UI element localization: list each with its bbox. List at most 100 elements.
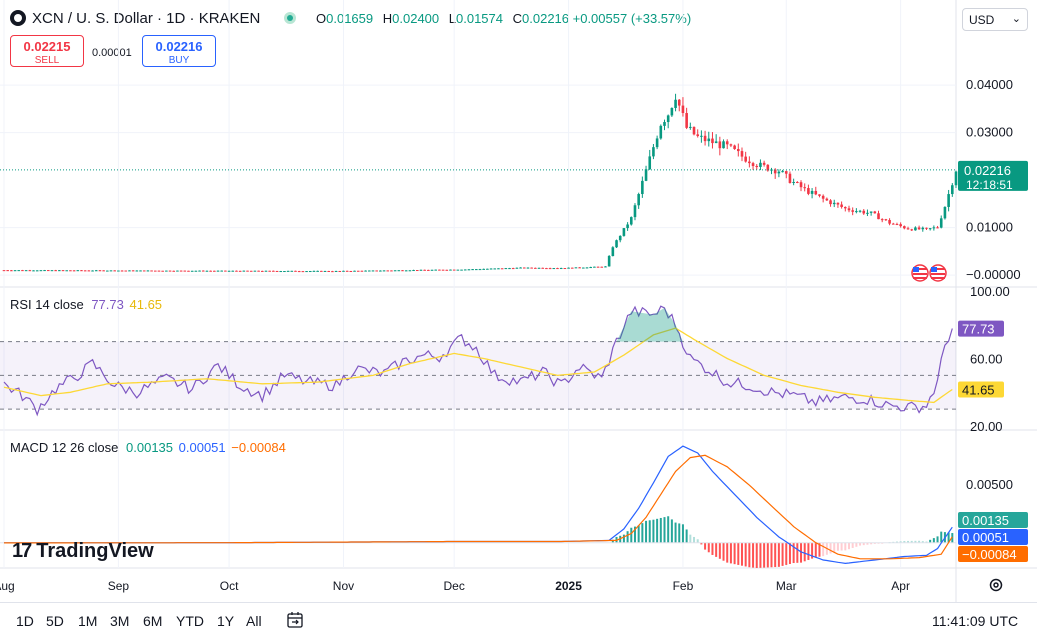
candle <box>46 269 50 272</box>
range-3m-button[interactable]: 3M <box>110 613 130 629</box>
rsi-value: 77.73 <box>91 297 124 312</box>
candle <box>548 267 552 270</box>
candle <box>903 225 906 230</box>
candle <box>766 164 770 172</box>
candle <box>194 270 198 272</box>
rsi-overbought-fill <box>616 307 683 342</box>
candle <box>91 270 94 272</box>
sell-label: SELL <box>34 55 60 66</box>
range-ytd-button[interactable]: YTD <box>176 613 204 629</box>
candle <box>736 143 740 157</box>
range-all-button[interactable]: All <box>246 613 262 629</box>
candle <box>703 130 707 146</box>
candle <box>910 228 914 232</box>
candle <box>401 270 404 272</box>
macd-legend[interactable]: MACD 12 26 close 0.00135 0.00051 −0.0008… <box>10 440 286 455</box>
candle <box>530 267 533 269</box>
candle <box>438 269 441 271</box>
candle <box>659 124 663 140</box>
macd-histogram-bar <box>700 542 703 545</box>
candle <box>511 267 515 270</box>
candle <box>685 107 688 130</box>
candle <box>430 269 434 271</box>
candle <box>773 168 777 179</box>
symbol-logo-icon <box>10 10 26 26</box>
macd-histogram-bar <box>803 542 806 562</box>
macd-histogram-bar <box>663 517 666 543</box>
candle <box>353 270 356 272</box>
macd-histogram-bar <box>689 534 692 543</box>
candle <box>183 270 187 272</box>
bottom-toolbar: 1D 5D 1M 3M 6M YTD 1Y All 11:41:09 UTC <box>0 602 1037 639</box>
calendar-range-icon[interactable] <box>286 611 304 629</box>
candle <box>832 199 836 208</box>
candle <box>412 269 415 272</box>
rsi-legend[interactable]: RSI 14 close 77.73 41.65 <box>10 297 162 312</box>
candle <box>936 225 939 229</box>
axis-layer: 0.04000 0.03000 0.01000 −0.00000 Aug Sep Oct No… <box>0 77 1028 593</box>
candle <box>714 134 718 144</box>
time-axis-label: Dec <box>443 579 464 593</box>
candle <box>368 270 371 272</box>
macd-histogram-bar <box>752 542 755 568</box>
time-axis-label: Apr <box>891 579 910 593</box>
candle <box>522 267 526 269</box>
candle <box>504 267 508 270</box>
rsi-ma-line <box>3 327 953 404</box>
macd-histogram-bar <box>862 542 865 546</box>
macd-histogram-bar <box>648 520 651 543</box>
buy-button[interactable]: 0.02216 BUY <box>142 35 216 67</box>
macd-histogram-bar <box>633 526 636 543</box>
candle <box>655 135 659 150</box>
candle <box>235 270 238 272</box>
candle <box>722 139 725 149</box>
sell-price: 0.02215 <box>23 39 71 54</box>
candle <box>6 270 9 272</box>
range-1d-button[interactable]: 1D <box>16 613 34 629</box>
range-6m-button[interactable]: 6M <box>143 613 163 629</box>
tradingview-logo[interactable]: 17 TradingView <box>12 540 154 563</box>
candle <box>696 129 700 138</box>
macd-histogram-bar <box>811 542 814 559</box>
candle <box>76 270 80 272</box>
candle <box>382 270 386 272</box>
candle <box>596 266 600 268</box>
range-1m-button[interactable]: 1M <box>78 613 98 629</box>
gear-icon[interactable] <box>988 577 1004 593</box>
candle <box>700 130 703 143</box>
candle <box>198 270 201 272</box>
candle <box>921 226 925 232</box>
range-5d-button[interactable]: 5D <box>46 613 64 629</box>
sell-button[interactable]: 0.02215 SELL <box>10 35 84 67</box>
candle <box>844 206 847 212</box>
candle <box>888 218 891 226</box>
candle <box>759 159 762 171</box>
currency-select[interactable]: USD ⌄ <box>962 8 1028 31</box>
candle <box>356 270 360 272</box>
candle <box>582 267 585 269</box>
macd-histogram-bar <box>814 542 817 558</box>
symbol-title[interactable]: XCN / U. S. Dollar · 1D · KRAKEN <box>32 10 261 27</box>
candle <box>899 222 902 228</box>
price-tick-label: 0.01000 <box>966 220 1013 235</box>
candle <box>777 169 781 178</box>
macd-histogram-bar <box>873 542 876 544</box>
macd-tick-label: 0.00500 <box>966 477 1013 492</box>
candle <box>781 169 784 173</box>
candle <box>94 269 98 272</box>
range-1y-button[interactable]: 1Y <box>217 613 235 629</box>
candle <box>371 270 375 272</box>
candle <box>272 270 275 272</box>
candle <box>810 188 814 199</box>
macd-histogram-bar <box>674 522 677 543</box>
high-key: H <box>382 11 393 26</box>
macd-histogram-bar <box>910 540 913 543</box>
utc-time[interactable]: 11:41:09 UTC <box>932 613 1019 629</box>
candle <box>821 194 825 203</box>
time-axis-label: Sep <box>108 579 130 593</box>
candle <box>626 222 629 231</box>
chart-canvas[interactable]: 0.04000 0.03000 0.01000 −0.00000 Aug Sep Oct No… <box>0 0 1037 602</box>
candle <box>618 235 622 243</box>
macd-histogram-bar <box>718 542 721 559</box>
candle <box>10 269 13 272</box>
